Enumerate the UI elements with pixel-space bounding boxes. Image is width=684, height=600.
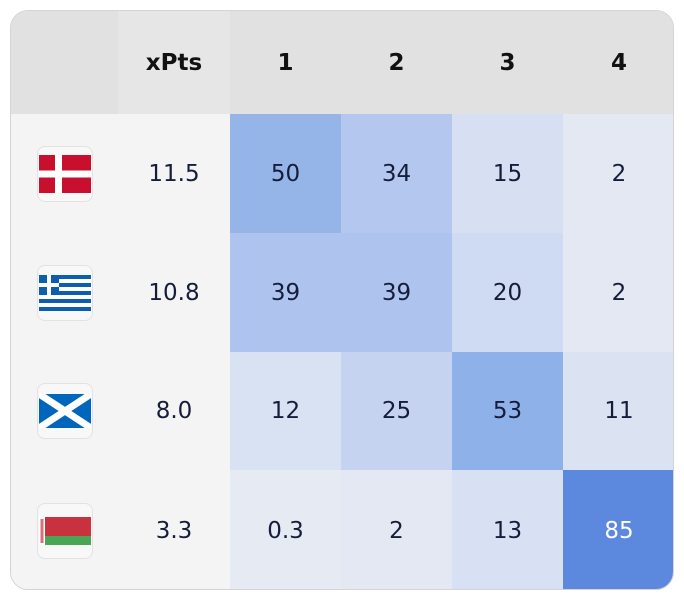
- header-position-1: 1: [230, 11, 341, 114]
- table-grid: xPts 1 2 3 4 11.5 50 34 15 2: [11, 11, 673, 589]
- team-flag-cell: [11, 233, 118, 352]
- team-flag-cell: [11, 352, 118, 470]
- standings-probability-table: xPts 1 2 3 4 11.5 50 34 15 2: [10, 10, 674, 590]
- probability-cell: 12: [230, 352, 341, 470]
- probability-cell: 39: [341, 233, 452, 352]
- probability-cell: 2: [563, 114, 673, 233]
- header-position-4: 4: [563, 11, 673, 114]
- probability-cell: 34: [341, 114, 452, 233]
- team-flag-cell: [11, 114, 118, 233]
- xpts-value: 11.5: [118, 114, 230, 233]
- header-position-2: 2: [341, 11, 452, 114]
- greece-flag-icon: [36, 264, 93, 321]
- xpts-value: 3.3: [118, 470, 230, 589]
- probability-cell: 20: [452, 233, 563, 352]
- probability-cell: 85: [563, 470, 673, 589]
- probability-cell: 11: [563, 352, 673, 470]
- header-position-3: 3: [452, 11, 563, 114]
- probability-cell: 50: [230, 114, 341, 233]
- probability-cell: 25: [341, 352, 452, 470]
- probability-cell: 0.3: [230, 470, 341, 589]
- header-flag-column: [11, 11, 118, 114]
- team-flag-cell: [11, 470, 118, 589]
- header-xpts: xPts: [118, 11, 230, 114]
- probability-cell: 39: [230, 233, 341, 352]
- probability-cell: 2: [563, 233, 673, 352]
- probability-cell: 15: [452, 114, 563, 233]
- belarus-flag-icon: [36, 502, 93, 559]
- scotland-flag-icon: [36, 383, 93, 439]
- xpts-value: 10.8: [118, 233, 230, 352]
- probability-cell: 53: [452, 352, 563, 470]
- probability-cell: 13: [452, 470, 563, 589]
- denmark-flag-icon: [36, 145, 93, 202]
- probability-cell: 2: [341, 470, 452, 589]
- xpts-value: 8.0: [118, 352, 230, 470]
